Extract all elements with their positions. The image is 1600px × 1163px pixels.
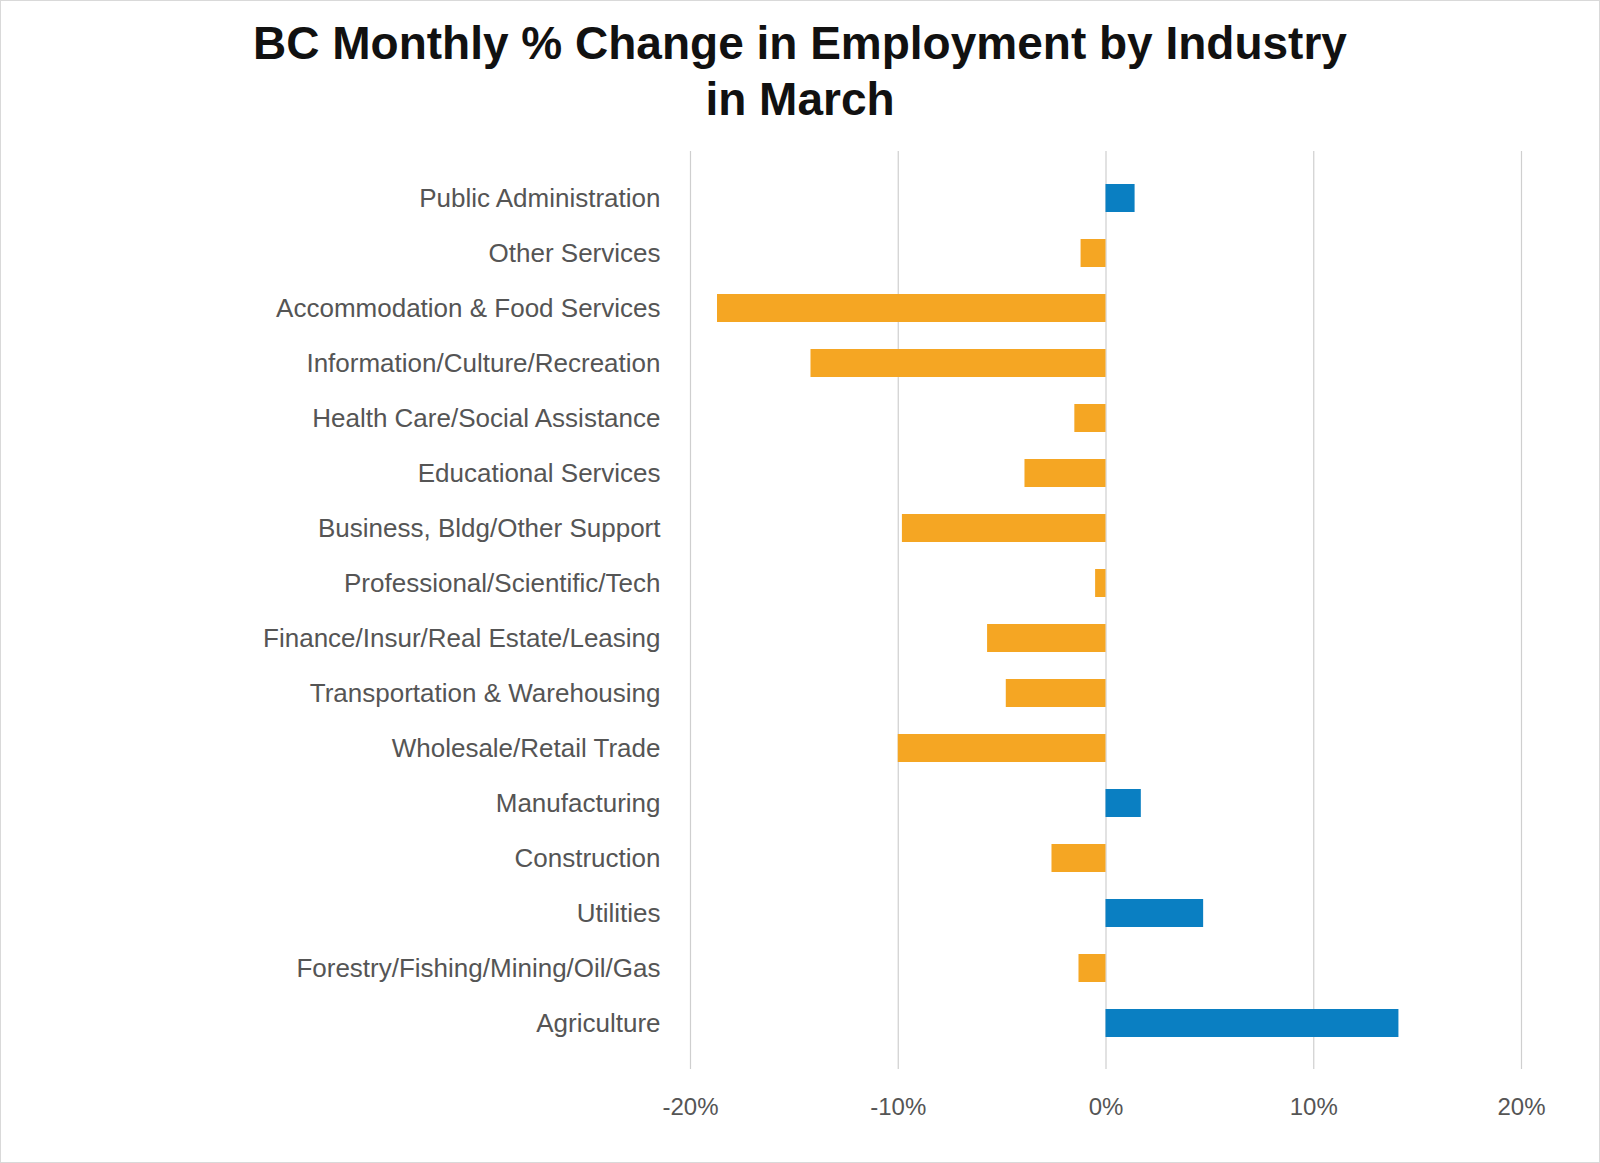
svg-text:Utilities: Utilities [577,898,661,928]
svg-text:Construction: Construction [515,843,661,873]
svg-text:10%: 10% [1290,1093,1338,1120]
svg-text:Professional/Scientific/Tech: Professional/Scientific/Tech [344,568,660,598]
svg-text:Transportation & Warehousing: Transportation & Warehousing [310,678,661,708]
svg-text:-10%: -10% [870,1093,926,1120]
svg-text:Public Administration: Public Administration [419,183,660,213]
svg-text:Other Services: Other Services [489,238,661,268]
svg-text:Information/Culture/Recreation: Information/Culture/Recreation [306,348,660,378]
svg-text:Educational Services: Educational Services [418,458,661,488]
svg-text:20%: 20% [1497,1093,1545,1120]
svg-text:Manufacturing: Manufacturing [496,788,661,818]
svg-text:Finance/Insur/Real Estate/Leas: Finance/Insur/Real Estate/Leasing [263,623,660,653]
svg-text:Forestry/Fishing/Mining/Oil/Ga: Forestry/Fishing/Mining/Oil/Gas [296,953,660,983]
html-text:BC Monthly % Change in Employm: BC Monthly % Change in Employment by Ind… [253,17,1347,125]
svg-text:Accommodation & Food Services: Accommodation & Food Services [276,293,660,323]
svg-text:Health Care/Social Assistance: Health Care/Social Assistance [312,403,660,433]
svg-text:Agriculture: Agriculture [536,1008,660,1038]
svg-text:Wholesale/Retail Trade: Wholesale/Retail Trade [392,733,661,763]
svg-text:-20%: -20% [662,1093,718,1120]
svg-text:0%: 0% [1089,1093,1124,1120]
svg-text:Business, Bldg/Other Support: Business, Bldg/Other Support [318,513,661,543]
